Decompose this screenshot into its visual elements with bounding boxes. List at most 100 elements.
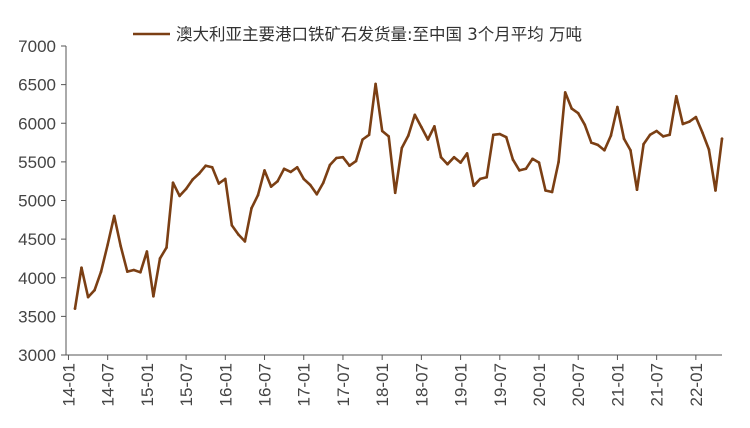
data-point — [276, 179, 279, 183]
x-tick-label: 19-01 — [452, 363, 471, 406]
x-tick-label: 15-07 — [177, 363, 196, 406]
data-point — [322, 181, 325, 184]
data-point — [367, 133, 371, 137]
y-tick-label: 5000 — [18, 192, 56, 211]
data-point — [681, 122, 685, 126]
data-point — [563, 91, 567, 94]
x-tick-label: 14-07 — [99, 363, 118, 406]
data-point — [498, 132, 502, 136]
data-point — [217, 182, 221, 185]
x-tick-label: 21-01 — [608, 363, 627, 406]
data-point — [452, 155, 456, 159]
data-point — [230, 223, 234, 227]
data-point — [426, 138, 430, 141]
data-point — [439, 155, 443, 159]
data-point — [648, 133, 652, 137]
y-tick-label: 4000 — [18, 269, 56, 288]
data-point — [374, 82, 377, 86]
data-point — [335, 156, 338, 160]
data-point — [86, 295, 90, 299]
data-point — [210, 166, 214, 169]
x-tick-label: 20-07 — [569, 363, 588, 406]
data-point — [668, 133, 671, 137]
data-point — [518, 169, 521, 172]
data-point — [387, 135, 391, 138]
data-point — [413, 113, 417, 117]
data-point — [106, 243, 109, 246]
series-line — [73, 82, 724, 310]
data-point — [420, 125, 423, 129]
data-point — [629, 149, 632, 152]
data-point — [393, 191, 397, 195]
data-point — [361, 138, 364, 141]
x-tick-label: 21-07 — [648, 363, 667, 406]
x-axis: 14-01 14-07 15-01 15-07 16-01 16-07 17-01 17-07… — [59, 354, 722, 406]
data-point — [609, 134, 613, 137]
y-tick-label: 7000 — [18, 37, 56, 56]
data-point — [354, 159, 358, 163]
x-tick-label: 18-01 — [373, 363, 392, 406]
data-point — [544, 189, 547, 192]
data-point — [583, 123, 587, 127]
data-point — [348, 164, 351, 167]
data-point — [505, 135, 508, 139]
data-point — [204, 164, 207, 167]
data-point — [550, 190, 554, 194]
data-point — [531, 157, 534, 161]
data-point — [675, 94, 678, 98]
data-point — [616, 105, 619, 109]
legend: 澳大利亚主要港口铁矿石发货量:至中国 3个月平均 万吨 — [133, 25, 582, 44]
y-tick-label: 6500 — [18, 76, 56, 95]
x-tick-label: 15-01 — [138, 363, 157, 406]
data-point — [661, 135, 665, 138]
data-point — [380, 129, 384, 133]
data-point — [524, 167, 528, 171]
data-point — [237, 233, 240, 236]
x-tick-label: 17-07 — [334, 363, 353, 406]
data-point — [126, 270, 129, 273]
y-tick-label: 6000 — [18, 114, 56, 133]
x-tick-label: 16-01 — [216, 363, 235, 406]
data-point — [446, 162, 449, 166]
data-point — [256, 193, 260, 197]
data-point — [282, 167, 286, 171]
data-point — [478, 177, 482, 181]
data-point — [714, 189, 717, 192]
data-point — [191, 178, 194, 181]
data-point — [289, 170, 293, 174]
y-axis: 3000 3500 4000 4500 5000 5500 6000 6500 7000 — [18, 37, 67, 365]
data-point — [197, 172, 201, 175]
data-point — [590, 141, 593, 144]
x-tick-label: 22-01 — [687, 363, 706, 406]
x-tick-label: 20-01 — [530, 363, 549, 406]
data-point — [707, 148, 711, 151]
data-point — [99, 270, 103, 273]
data-point — [224, 177, 227, 181]
data-point — [576, 111, 580, 115]
data-point — [472, 184, 476, 188]
x-tick-label: 16-07 — [256, 363, 275, 406]
legend-label: 澳大利亚主要港口铁矿石发货量:至中国 3个月平均 万吨 — [176, 25, 582, 44]
data-point — [701, 131, 704, 134]
data-point — [315, 193, 319, 196]
data-point — [263, 169, 266, 172]
data-point — [400, 146, 404, 150]
y-tick-label: 4500 — [18, 230, 56, 249]
data-point — [302, 177, 306, 181]
data-point — [341, 155, 345, 159]
data-point — [688, 120, 691, 123]
data-point — [80, 266, 83, 270]
data-point — [132, 268, 136, 272]
data-point — [184, 187, 188, 191]
data-point — [139, 271, 142, 274]
data-point — [720, 137, 724, 140]
data-point — [295, 166, 299, 169]
data-point — [112, 214, 116, 218]
data-point — [309, 183, 312, 187]
x-tick-label: 14-01 — [59, 363, 78, 406]
y-tick-label: 5500 — [18, 153, 56, 172]
x-tick-label: 19-07 — [491, 363, 510, 406]
x-tick-label: 17-01 — [295, 363, 314, 406]
data-point — [145, 250, 149, 253]
